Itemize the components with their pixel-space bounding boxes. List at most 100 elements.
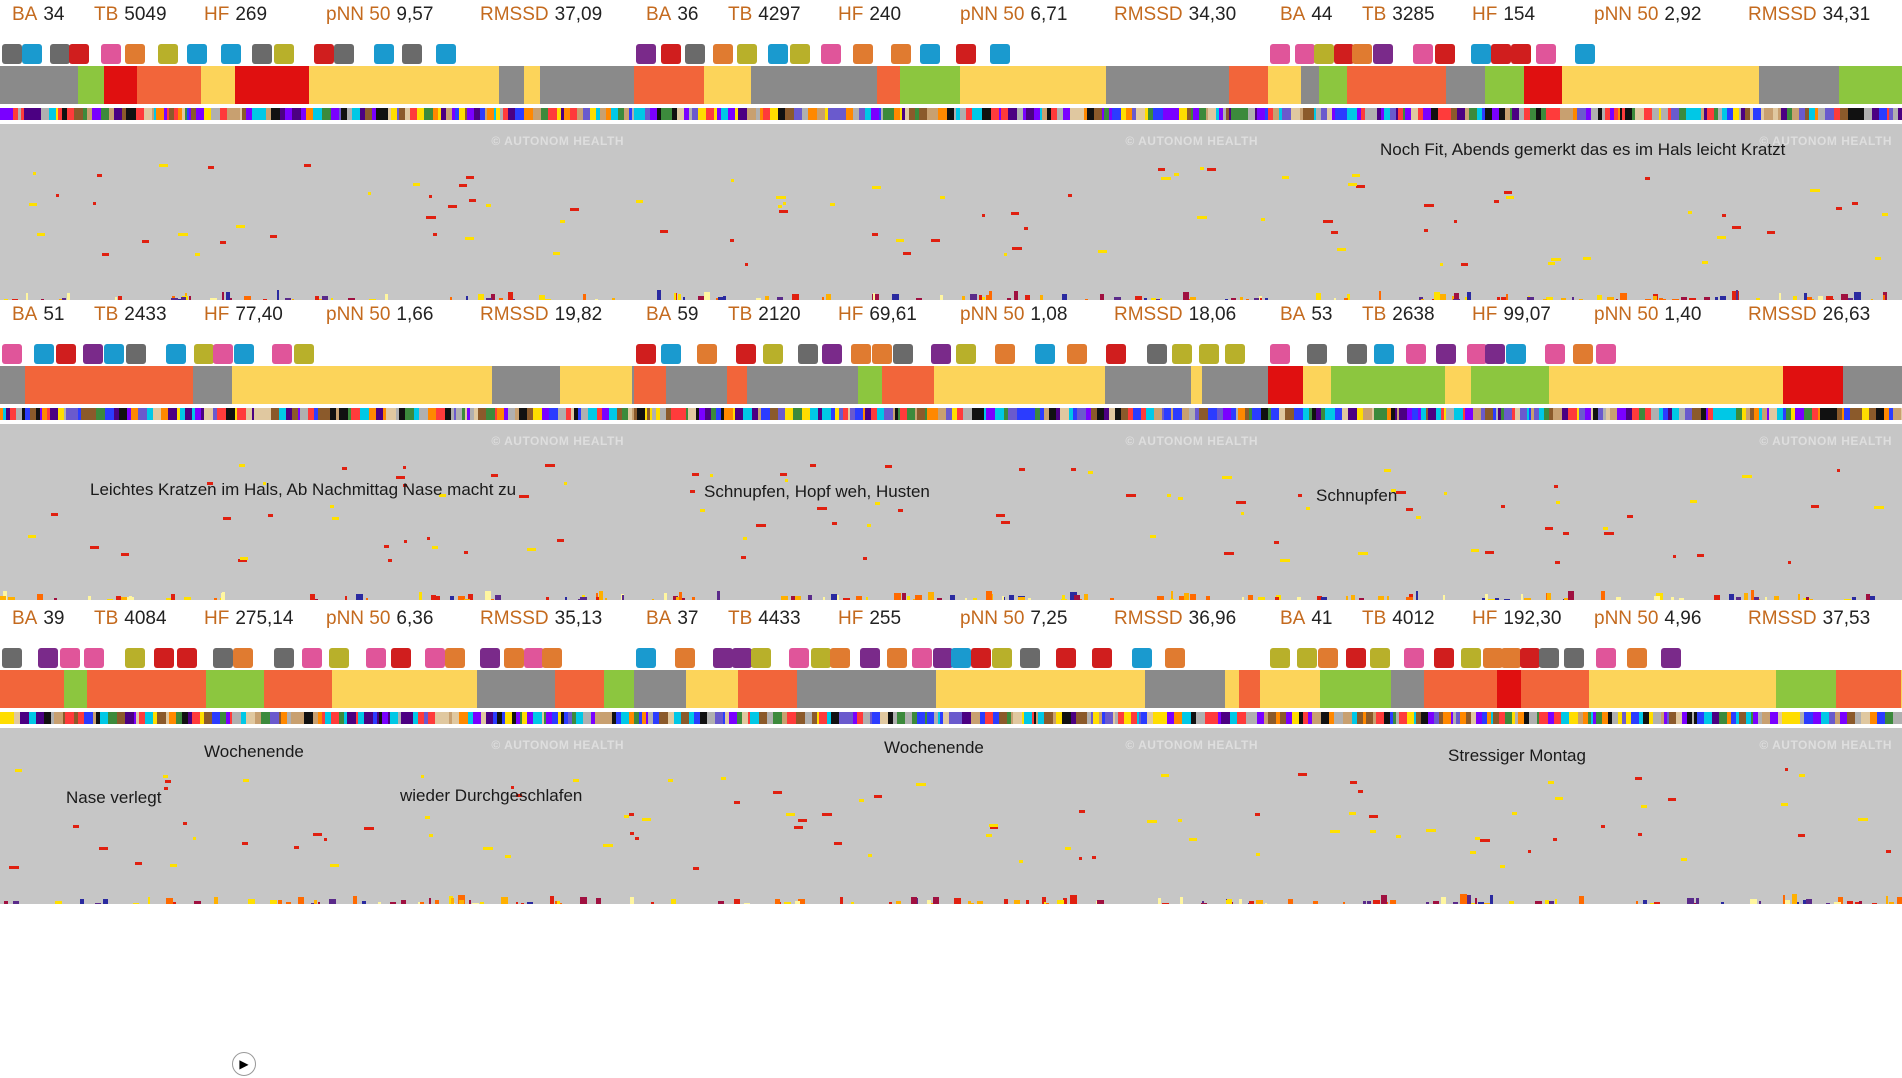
event-marker-icon[interactable] — [636, 344, 656, 364]
event-marker-icon[interactable] — [790, 44, 810, 64]
event-marker-icon[interactable] — [822, 344, 842, 364]
event-marker-icon[interactable] — [636, 44, 656, 64]
event-marker-icon[interactable] — [1092, 648, 1112, 668]
event-marker-icon[interactable] — [860, 648, 880, 668]
event-marker-icon[interactable] — [851, 344, 871, 364]
event-marker-icon[interactable] — [1596, 344, 1616, 364]
event-marker-icon[interactable] — [685, 44, 705, 64]
event-marker-icon[interactable] — [893, 344, 913, 364]
event-marker-icon[interactable] — [1511, 44, 1531, 64]
event-marker-icon[interactable] — [789, 648, 809, 668]
event-marker-icon[interactable] — [366, 648, 386, 668]
event-marker-icon[interactable] — [213, 648, 233, 668]
event-marker-icon[interactable] — [38, 648, 58, 668]
event-marker-icon[interactable] — [1352, 44, 1372, 64]
event-marker-icon[interactable] — [713, 44, 733, 64]
event-marker-icon[interactable] — [542, 648, 562, 668]
event-marker-icon[interactable] — [158, 44, 178, 64]
event-marker-icon[interactable] — [233, 648, 253, 668]
event-marker-icon[interactable] — [1270, 344, 1290, 364]
event-marker-icon[interactable] — [60, 648, 80, 668]
event-marker-icon[interactable] — [1172, 344, 1192, 364]
event-marker-icon[interactable] — [951, 648, 971, 668]
event-marker-icon[interactable] — [329, 648, 349, 668]
event-marker-icon[interactable] — [56, 344, 76, 364]
event-marker-icon[interactable] — [732, 648, 752, 668]
event-marker-icon[interactable] — [34, 344, 54, 364]
event-marker-icon[interactable] — [1199, 344, 1219, 364]
event-marker-icon[interactable] — [995, 344, 1015, 364]
event-marker-icon[interactable] — [920, 44, 940, 64]
event-marker-icon[interactable] — [1471, 44, 1491, 64]
event-marker-icon[interactable] — [912, 648, 932, 668]
event-marker-icon[interactable] — [50, 44, 70, 64]
event-marker-icon[interactable] — [1106, 344, 1126, 364]
event-marker-icon[interactable] — [154, 648, 174, 668]
event-marker-icon[interactable] — [1545, 344, 1565, 364]
event-marker-icon[interactable] — [272, 344, 292, 364]
event-marker-icon[interactable] — [931, 344, 951, 364]
event-marker-icon[interactable] — [1467, 344, 1487, 364]
event-marker-icon[interactable] — [768, 44, 788, 64]
event-marker-icon[interactable] — [1536, 44, 1556, 64]
event-marker-icon[interactable] — [1314, 44, 1334, 64]
event-marker-icon[interactable] — [2, 344, 22, 364]
event-marker-icon[interactable] — [821, 44, 841, 64]
event-marker-icon[interactable] — [69, 44, 89, 64]
event-marker-icon[interactable] — [713, 648, 733, 668]
event-marker-icon[interactable] — [1056, 648, 1076, 668]
event-marker-icon[interactable] — [221, 44, 241, 64]
event-marker-icon[interactable] — [891, 44, 911, 64]
event-marker-icon[interactable] — [1067, 344, 1087, 364]
event-marker-icon[interactable] — [887, 648, 907, 668]
event-marker-icon[interactable] — [872, 344, 892, 364]
event-marker-icon[interactable] — [763, 344, 783, 364]
event-marker-icon[interactable] — [294, 344, 314, 364]
event-marker-icon[interactable] — [798, 344, 818, 364]
event-marker-icon[interactable] — [374, 44, 394, 64]
event-marker-icon[interactable] — [274, 44, 294, 64]
event-marker-icon[interactable] — [126, 344, 146, 364]
event-marker-icon[interactable] — [84, 648, 104, 668]
event-marker-icon[interactable] — [1347, 344, 1367, 364]
event-marker-icon[interactable] — [125, 44, 145, 64]
event-marker-icon[interactable] — [1020, 648, 1040, 668]
event-marker-icon[interactable] — [1491, 44, 1511, 64]
event-marker-icon[interactable] — [2, 648, 22, 668]
event-marker-icon[interactable] — [751, 648, 771, 668]
event-marker-icon[interactable] — [1506, 344, 1526, 364]
event-marker-icon[interactable] — [252, 44, 272, 64]
event-marker-icon[interactable] — [480, 648, 500, 668]
event-marker-icon[interactable] — [1295, 44, 1315, 64]
event-marker-icon[interactable] — [425, 648, 445, 668]
event-marker-icon[interactable] — [194, 344, 214, 364]
event-marker-icon[interactable] — [391, 648, 411, 668]
event-marker-icon[interactable] — [853, 44, 873, 64]
event-marker-icon[interactable] — [1132, 648, 1152, 668]
event-marker-icon[interactable] — [736, 344, 756, 364]
event-marker-icon[interactable] — [83, 344, 103, 364]
event-marker-icon[interactable] — [1035, 344, 1055, 364]
event-marker-icon[interactable] — [1573, 344, 1593, 364]
event-marker-icon[interactable] — [661, 44, 681, 64]
event-marker-icon[interactable] — [830, 648, 850, 668]
event-marker-icon[interactable] — [524, 648, 544, 668]
event-marker-icon[interactable] — [1575, 44, 1595, 64]
event-marker-icon[interactable] — [125, 648, 145, 668]
event-marker-icon[interactable] — [811, 648, 831, 668]
event-marker-icon[interactable] — [334, 44, 354, 64]
event-marker-icon[interactable] — [675, 648, 695, 668]
event-marker-icon[interactable] — [314, 44, 334, 64]
event-marker-icon[interactable] — [445, 648, 465, 668]
event-marker-icon[interactable] — [166, 344, 186, 364]
event-marker-icon[interactable] — [213, 344, 233, 364]
event-marker-icon[interactable] — [1307, 344, 1327, 364]
event-marker-icon[interactable] — [1225, 344, 1245, 364]
event-marker-icon[interactable] — [990, 44, 1010, 64]
event-marker-icon[interactable] — [661, 344, 681, 364]
event-marker-icon[interactable] — [697, 344, 717, 364]
event-marker-icon[interactable] — [22, 44, 42, 64]
event-marker-icon[interactable] — [1373, 44, 1393, 64]
event-marker-icon[interactable] — [1147, 344, 1167, 364]
event-marker-icon[interactable] — [636, 648, 656, 668]
